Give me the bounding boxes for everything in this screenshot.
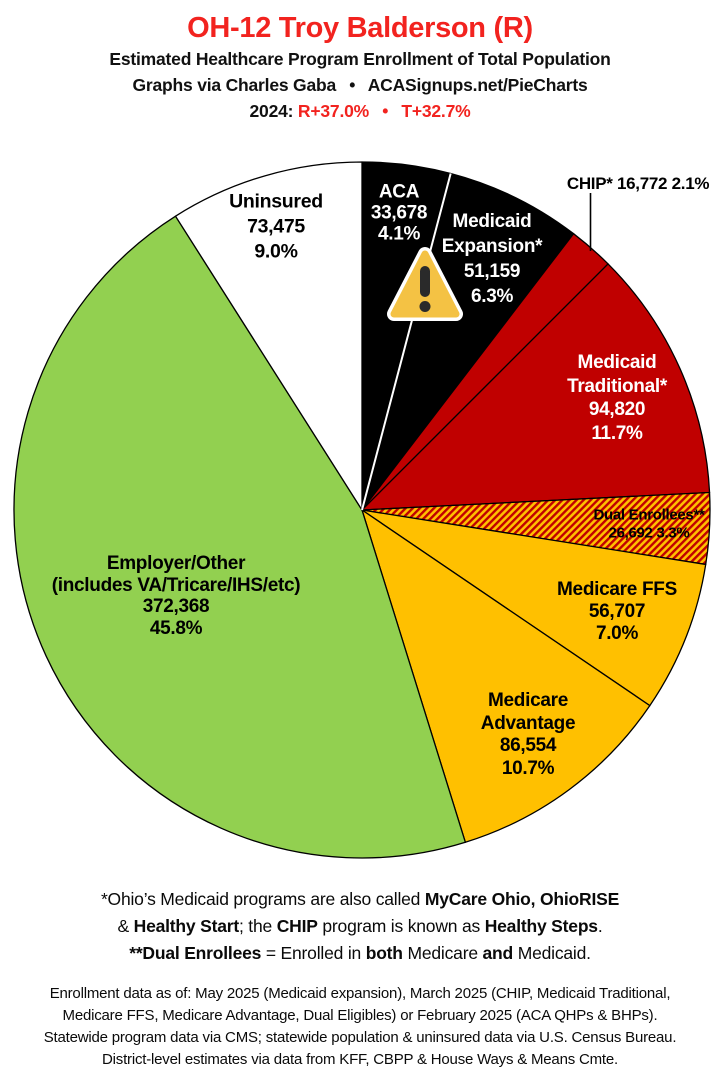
pie-slice-uninsured <box>174 161 363 511</box>
pie-slice-medicaid-expansion <box>361 172 575 511</box>
source-line: Enrollment data as of: May 2025 (Medicai… <box>49 985 671 1002</box>
slice-label-medicaid-traditional: Medicaid Traditional* 94,820 11.7% <box>567 351 667 445</box>
footnote-segment: Medicare <box>402 943 483 963</box>
slice-label-line: Advantage <box>480 712 576 734</box>
partisan-lean-line: 2024: R+37.0% • T+32.7% <box>0 101 720 122</box>
footnote-segment: program is known as <box>317 916 485 936</box>
slice-label-line: ACA <box>378 181 420 203</box>
footnote-segment: MyCare Ohio, OhioRISE <box>424 889 620 909</box>
slice-label-line: (includes VA/Tricare/IHS/etc) <box>51 574 301 596</box>
footnote-segment: & <box>117 916 134 936</box>
slice-label-line: Traditional* <box>567 375 667 397</box>
partisan-segment: 2024: <box>249 101 298 121</box>
pie-slice-medicaid-traditional <box>361 263 711 511</box>
source-line: District-level estimates via data from K… <box>102 1051 618 1068</box>
program-footnote-line: **Dual Enrollees = Enrolled in both Medi… <box>0 940 720 967</box>
slice-label-dual-enrollees: Dual Enrollees** 26,692 3.3% <box>593 507 704 542</box>
slice-label-line: Medicare <box>488 690 568 711</box>
footnote-segment: *Ohio’s Medicaid programs are also calle… <box>100 889 425 909</box>
slice-label-employer-other: Employer/Other (includes VA/Tricare/IHS/e… <box>52 553 301 639</box>
page-title: OH-12 Troy Balderson (R) <box>187 12 533 44</box>
footnote-segment: Healthy Steps <box>484 916 598 936</box>
footnote-segment: = Enrolled in <box>261 943 366 963</box>
footnote-segment: **Dual Enrollees <box>129 943 262 963</box>
slice-label-line: Medicaid <box>452 211 532 232</box>
slice-label-line: Employer/Other <box>106 553 246 574</box>
partisan-segment: • <box>369 101 402 121</box>
slice-label-aca: ACA 33,678 4.1% <box>370 181 428 245</box>
slice-label-line: 94,820 <box>588 399 646 420</box>
slice-label-line: 86,554 <box>499 735 557 756</box>
slice-label-line: 73,475 <box>247 215 305 238</box>
slice-label-line: 4.1% <box>377 223 421 245</box>
slice-label-line: 56,707 <box>588 601 646 622</box>
slice-label-line: 372,368 <box>142 596 210 617</box>
slice-label-line: 7.0% <box>595 623 639 644</box>
source-line: Medicare FFS, Medicare Advantage, Dual E… <box>62 1007 658 1024</box>
slice-label-line: 51,159 <box>463 261 521 282</box>
footnote-segment: ; the <box>238 916 277 936</box>
footnote-segment: . <box>597 916 603 936</box>
warning-icon <box>387 247 463 321</box>
slice-label-medicaid-expansion: Medicaid Expansion* 51,159 6.3% <box>441 209 543 309</box>
slice-label-line: 9.0% <box>254 240 298 263</box>
pie-slice-medicare-ffs <box>361 509 707 707</box>
slice-label-line: Medicaid <box>577 352 657 373</box>
slice-label-line: Expansion* <box>441 236 543 257</box>
source-line: Statewide program data via CMS; statewid… <box>43 1029 677 1046</box>
footnote-segment: Medicaid. <box>513 943 591 963</box>
subtitle: Estimated Healthcare Program Enrollment … <box>109 49 611 69</box>
footnote-segment: both <box>365 943 403 963</box>
slice-label-medicare-advantage: Medicare Advantage 86,554 10.7% <box>480 690 576 780</box>
program-footnote-line: & Healthy Start; the CHIP program is kno… <box>0 913 720 940</box>
slice-label-chip: CHIP* 16,772 2.1% <box>566 174 710 194</box>
slice-label-uninsured: Uninsured 73,475 9.0% <box>229 190 323 265</box>
slice-label-medicare-ffs: Medicare FFS 56,707 7.0% <box>557 579 677 645</box>
credit-line: Graphs via Charles Gaba • ACASignups.net… <box>132 75 588 95</box>
pie-slice-medicare-advantage <box>361 509 651 843</box>
slice-label-line: 6.3% <box>470 286 514 307</box>
slice-label-line: Dual Enrollees** <box>593 506 705 524</box>
slice-label-line: 33,678 <box>370 202 428 224</box>
footnote-sources: Enrollment data as of: May 2025 (Medicai… <box>0 983 720 1070</box>
slice-label-line: 26,692 3.3% <box>608 524 690 541</box>
slice-label-line: CHIP* 16,772 2.1% <box>566 174 710 193</box>
slice-label-line: Medicare FFS <box>557 579 677 600</box>
footnote-segment: Healthy Start <box>133 916 240 936</box>
slice-label-line: 10.7% <box>501 757 555 779</box>
aca-expansion-divider <box>361 173 452 511</box>
slice-label-line: Uninsured <box>229 190 323 213</box>
partisan-segment: T+32.7% <box>401 101 471 121</box>
footnote-segment: and <box>482 943 514 963</box>
slice-label-line: 45.8% <box>149 617 203 639</box>
partisan-segment: R+37.0% <box>297 101 369 121</box>
footnote-segment: CHIP <box>276 916 318 936</box>
footnote-programs: *Ohio’s Medicaid programs are also calle… <box>0 886 720 967</box>
program-footnote-line: *Ohio’s Medicaid programs are also calle… <box>0 886 720 913</box>
slice-label-line: 11.7% <box>591 422 643 444</box>
pie-slice-employer-other <box>13 215 467 859</box>
